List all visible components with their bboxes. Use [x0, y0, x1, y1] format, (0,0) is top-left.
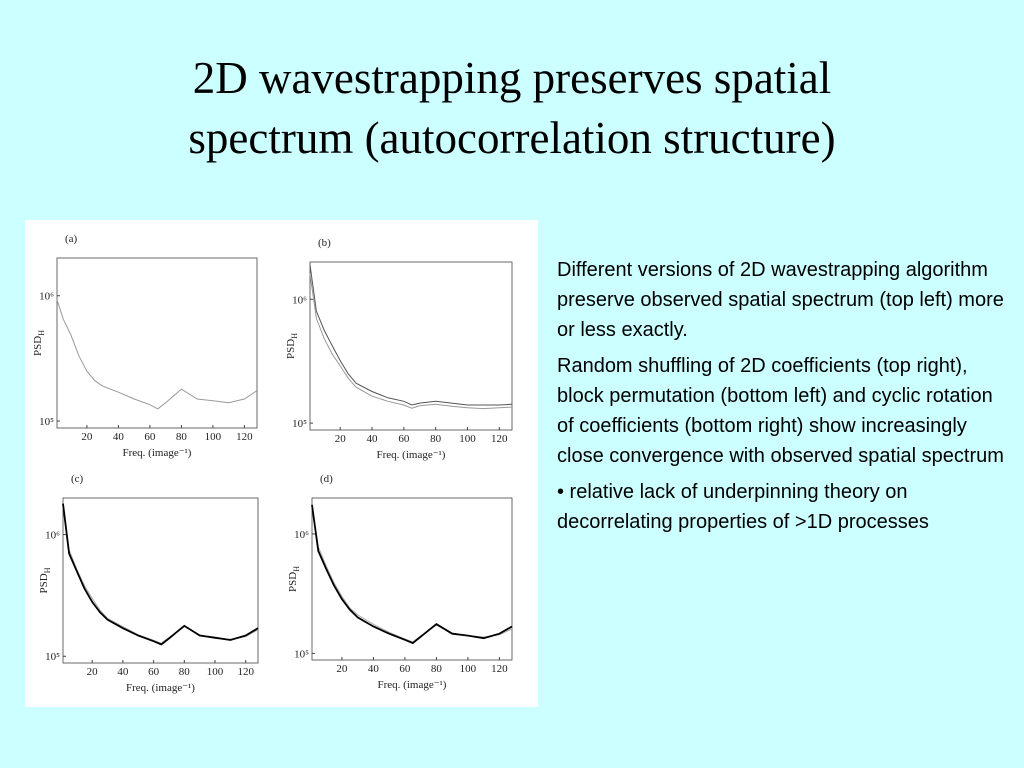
plot-frame — [309, 261, 513, 431]
figure-background — [25, 220, 538, 707]
x-tick-label: 120 — [236, 431, 253, 443]
x-tick-label: 20 — [81, 431, 93, 443]
data-line — [311, 504, 513, 645]
x-axis-label: Freq. (image⁻¹) — [377, 449, 446, 461]
x-tick-label: 120 — [491, 433, 508, 445]
x-tick-label: 100 — [460, 663, 477, 675]
paragraph: Different versions of 2D wavestrapping a… — [557, 259, 1004, 341]
panel-label: (b) — [318, 237, 331, 249]
y-tick-label: 10⁶ — [39, 291, 54, 303]
y-tick-label: 10⁶ — [45, 530, 60, 542]
title-line: spectrum (autocorrelation structure) — [188, 113, 836, 163]
y-axis-label-sub: H — [37, 330, 46, 336]
data-line — [56, 299, 258, 410]
x-tick-label: 60 — [148, 666, 160, 678]
y-axis-label-main: PSD — [32, 336, 44, 356]
plot-frame — [56, 257, 258, 429]
x-tick-label: 20 — [336, 663, 348, 675]
x-tick-label: 80 — [179, 666, 191, 678]
panel-label: (a) — [65, 233, 78, 245]
y-axis-label: PSDH — [32, 330, 46, 356]
x-tick-label: 60 — [399, 663, 411, 675]
y-axis-label: PSDH — [287, 566, 301, 592]
y-tick-label: 10⁵ — [45, 651, 60, 663]
x-tick-label: 120 — [491, 663, 508, 675]
x-tick-label: 20 — [87, 666, 99, 678]
x-tick-label: 80 — [431, 663, 443, 675]
x-tick-label: 20 — [335, 433, 347, 445]
paragraph: • relative lack of underpinning theory o… — [557, 481, 929, 533]
x-axis-label: Freq. (image⁻¹) — [123, 447, 192, 459]
y-axis-label: PSDH — [38, 567, 52, 593]
y-tick-label: 10⁵ — [292, 418, 307, 430]
slide-title: 2D wavestrapping preserves spatial spect… — [0, 48, 1024, 168]
data-line — [309, 264, 513, 406]
x-tick-label: 40 — [113, 431, 125, 443]
x-tick-label: 40 — [117, 666, 129, 678]
x-tick-label: 40 — [368, 663, 380, 675]
x-tick-label: 80 — [176, 431, 188, 443]
x-axis-label: Freq. (image⁻¹) — [378, 679, 447, 691]
x-tick-label: 100 — [459, 433, 476, 445]
y-axis-label-main: PSD — [38, 573, 50, 593]
y-axis-label-main: PSD — [285, 339, 297, 359]
x-axis-label: Freq. (image⁻¹) — [126, 682, 195, 694]
x-tick-label: 120 — [237, 666, 254, 678]
y-tick-label: 10⁶ — [294, 529, 309, 541]
x-tick-label: 80 — [430, 433, 442, 445]
plot-frame — [311, 497, 513, 661]
y-axis-label-main: PSD — [287, 572, 299, 592]
paragraph: Random shuffling of 2D coefficients (top… — [557, 355, 1004, 467]
y-tick-label: 10⁵ — [294, 648, 309, 660]
x-tick-label: 60 — [144, 431, 156, 443]
plot-frame — [62, 497, 259, 664]
x-tick-label: 60 — [398, 433, 410, 445]
title-line: 2D wavestrapping preserves spatial — [192, 53, 832, 103]
panel-label: (d) — [320, 473, 333, 485]
y-tick-label: 10⁵ — [39, 416, 54, 428]
data-line — [309, 273, 513, 410]
notes: Different versions of 2D wavestrapping a… — [557, 255, 1007, 543]
y-axis-label-sub: H — [43, 567, 52, 573]
x-tick-label: 40 — [367, 433, 379, 445]
figure: (a) 20 40 60 80 100 120 10⁵ 10⁶ Freq. (image⁻¹) PS… — [25, 220, 538, 707]
y-axis-label-sub: H — [290, 333, 299, 339]
panel-label: (c) — [71, 473, 84, 485]
x-tick-label: 100 — [205, 431, 222, 443]
y-axis-label: PSDH — [285, 333, 299, 359]
y-tick-label: 10⁶ — [292, 294, 307, 306]
x-tick-label: 100 — [207, 666, 224, 678]
data-line — [62, 503, 259, 646]
y-axis-label-sub: H — [292, 566, 301, 572]
